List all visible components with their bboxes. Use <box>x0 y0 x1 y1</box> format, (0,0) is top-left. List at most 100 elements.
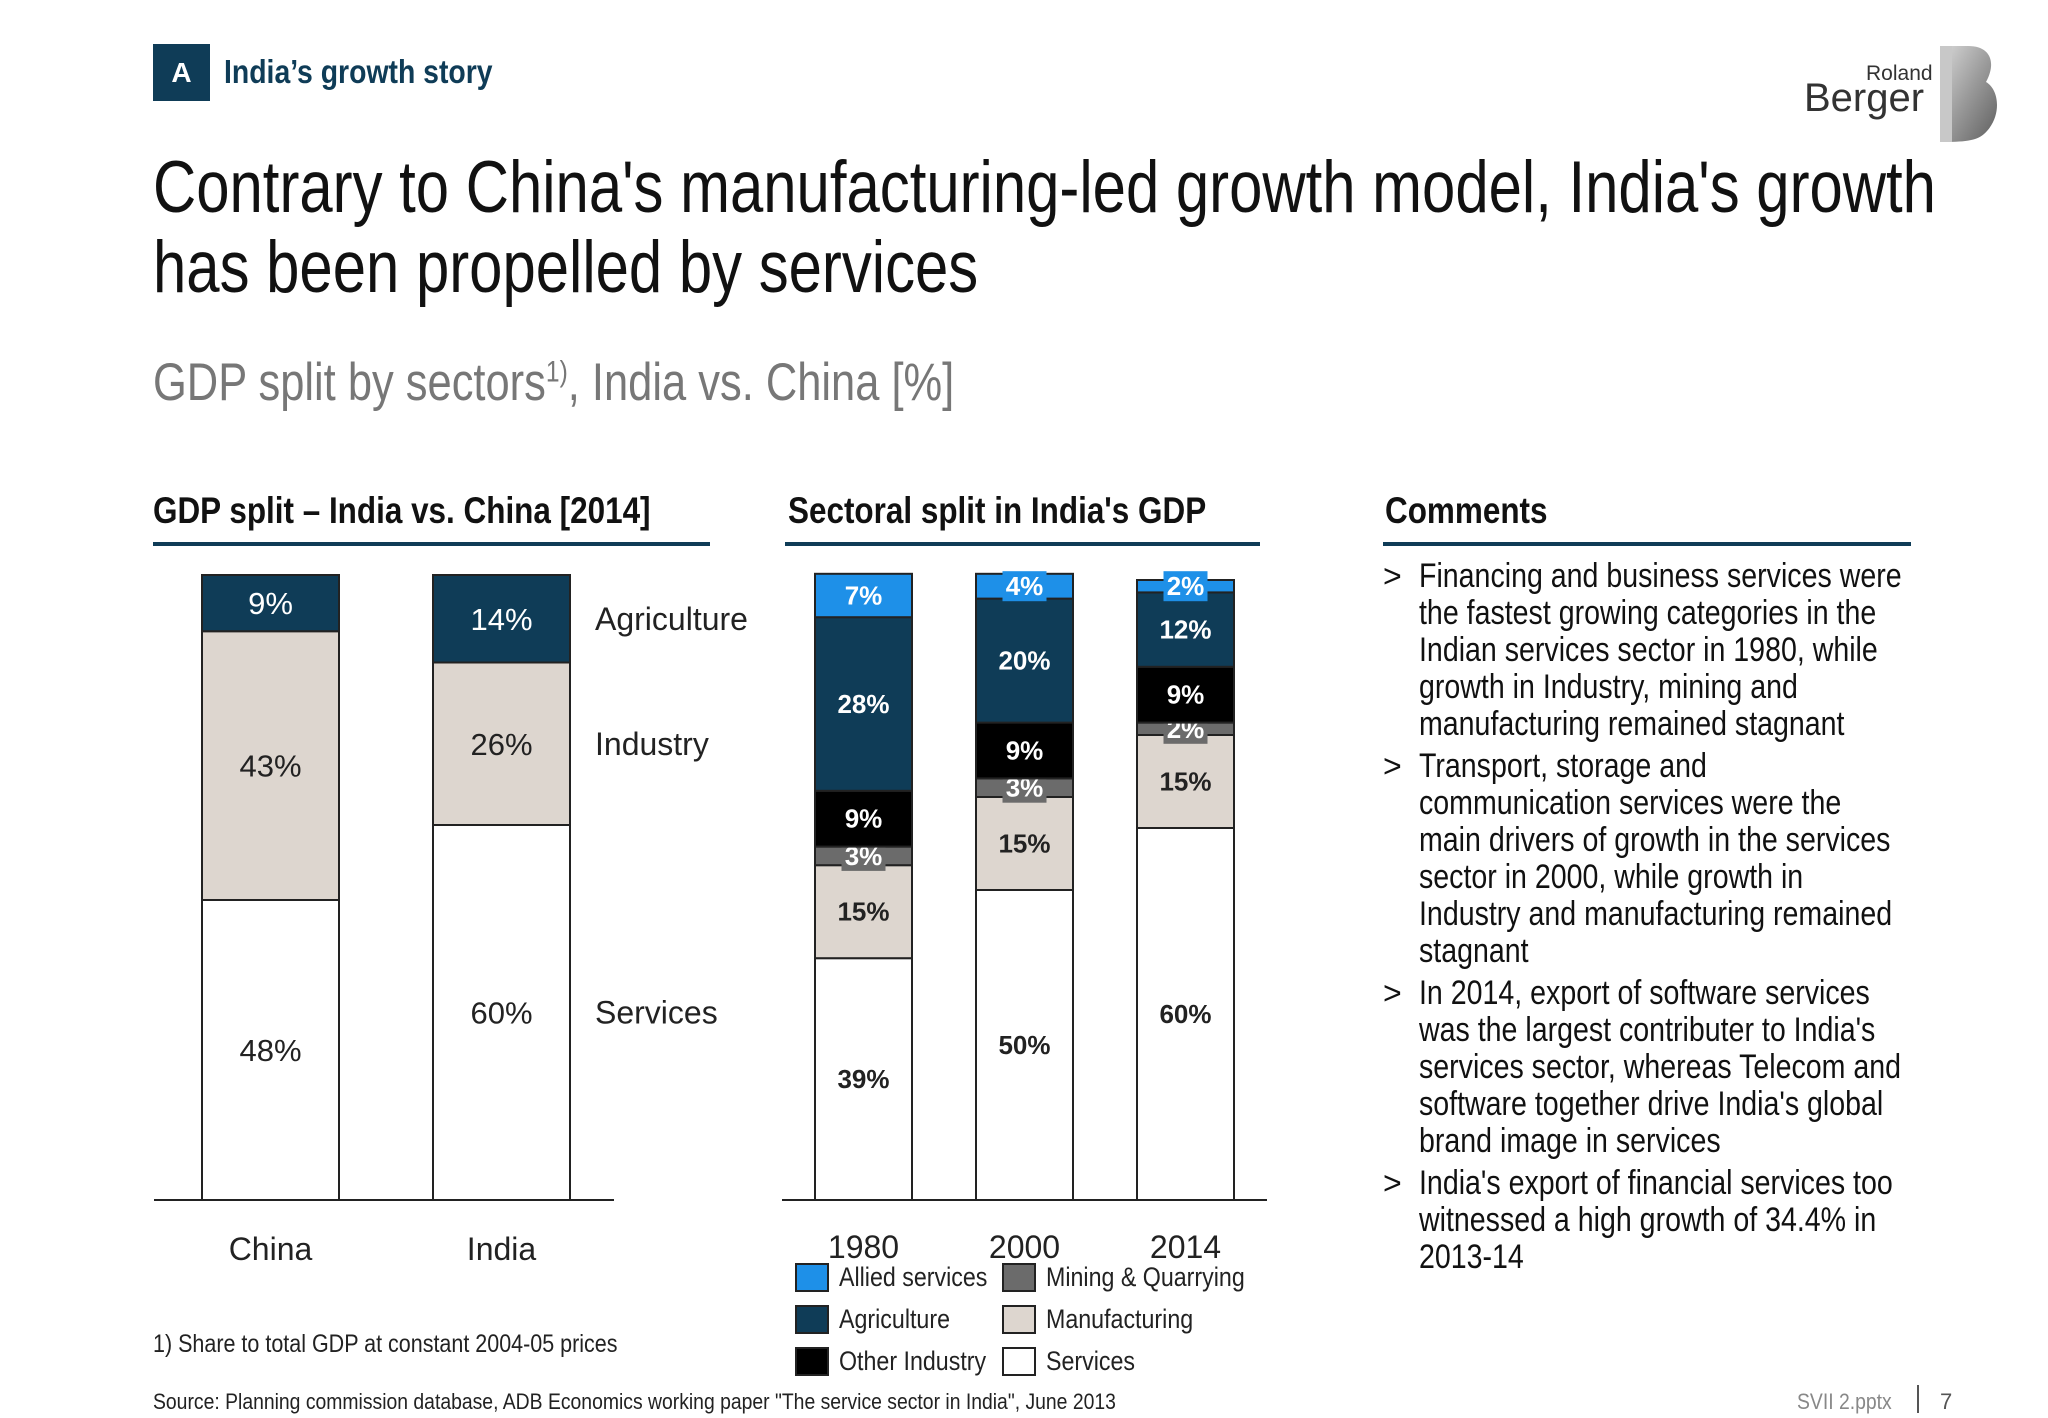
bar-manufacturing-2000 <box>975 796 1074 891</box>
comment-text: In 2014, export of software services was… <box>1419 974 1902 1160</box>
footer-separator <box>1917 1385 1919 1413</box>
data-label-agriculture-china: 9% <box>248 586 293 621</box>
legend-swatch-other-industry <box>795 1347 829 1376</box>
bullet-arrow-icon: > <box>1383 975 1402 1011</box>
data-label-agriculture-2000: 20% <box>998 646 1050 676</box>
legend-label-agriculture: Agriculture <box>839 1304 950 1334</box>
data-label-agriculture-1980: 28% <box>837 689 889 719</box>
legend-item-other-industry: Other Industry <box>795 1346 1010 1377</box>
bullet-arrow-icon: > <box>1383 558 1402 594</box>
logo-text-roland: Roland <box>1866 62 1933 85</box>
panel-rule-right <box>1383 542 1911 546</box>
data-label-manufacturing-1980: 15% <box>837 897 889 927</box>
data-label-allied-services-2000: 4% <box>1006 571 1044 601</box>
panel-rule-middle <box>785 542 1260 546</box>
main-title-line-1: Contrary to China's manufacturing-led gr… <box>153 147 1936 228</box>
panel-rule-left <box>153 542 710 546</box>
legend-label-mining-quarrying: Mining & Quarrying <box>1046 1262 1245 1292</box>
data-label-other-industry-2014: 9% <box>1167 680 1205 710</box>
comment-item: > India's export of financial services t… <box>1383 1165 1923 1276</box>
data-label-industry-china: 43% <box>239 749 301 784</box>
legend-swatch-mining-quarrying <box>1002 1263 1036 1292</box>
data-label-services-2014: 60% <box>1159 999 1211 1029</box>
legend-item-manufacturing: Manufacturing <box>1002 1304 1217 1335</box>
page-number: 7 <box>1940 1389 1953 1414</box>
bullet-arrow-icon: > <box>1383 748 1402 784</box>
bar-services-india <box>432 824 571 1201</box>
comment-text: India's export of financial services too… <box>1419 1164 1893 1276</box>
category-label-india: India <box>467 1231 537 1267</box>
legend-label-services: Services <box>1046 1346 1136 1376</box>
bar-services-2000 <box>975 889 1074 1201</box>
legend-item-mining-quarrying: Mining & Quarrying <box>1002 1262 1277 1293</box>
comment-item: > In 2014, export of software services w… <box>1383 975 1923 1160</box>
legend-swatch-services <box>1002 1347 1036 1376</box>
chart-subtitle: GDP split by sectors1), India vs. China … <box>153 352 954 413</box>
bar-other-industry-1980 <box>814 789 913 848</box>
series-label-industry: Industry <box>595 726 709 762</box>
data-label-services-1980: 39% <box>837 1064 889 1094</box>
category-label-1980: 1980 <box>828 1229 899 1265</box>
section-badge: A <box>153 44 210 101</box>
main-title: Contrary to China's manufacturing-led gr… <box>153 148 1936 308</box>
legend-label-other-industry: Other Industry <box>839 1346 987 1376</box>
legend-swatch-manufacturing <box>1002 1305 1036 1334</box>
category-label-2014: 2014 <box>1150 1229 1221 1265</box>
comment-text: Transport, storage and communication ser… <box>1419 747 1893 970</box>
data-label-manufacturing-2014: 15% <box>1159 767 1211 797</box>
category-label-china: China <box>229 1231 313 1267</box>
data-label-agriculture-2014: 12% <box>1159 615 1211 645</box>
data-label-box-allied-services-2014 <box>1163 571 1208 602</box>
bar-allied-services-1980 <box>814 572 913 619</box>
bar-other-industry-2014 <box>1136 665 1235 724</box>
legend-item-agriculture: Agriculture <box>795 1304 968 1335</box>
panel-title-middle: Sectoral split in India's GDP <box>788 490 1207 531</box>
data-label-manufacturing-2000: 15% <box>998 829 1050 859</box>
bar-agriculture-2000 <box>975 597 1074 724</box>
data-label-allied-services-1980: 7% <box>845 581 883 611</box>
bar-manufacturing-1980 <box>814 864 913 960</box>
data-label-services-2000: 50% <box>998 1030 1050 1060</box>
bar-services-2014 <box>1136 827 1235 1201</box>
main-title-line-2: has been propelled by services <box>153 227 979 308</box>
subtitle-text: GDP split by sectors <box>153 353 546 412</box>
data-label-services-india: 60% <box>470 996 532 1031</box>
bar-industry-china <box>201 630 340 901</box>
bar-services-china <box>201 899 340 1201</box>
data-label-industry-india: 26% <box>470 727 532 762</box>
bullet-arrow-icon: > <box>1383 1165 1402 1201</box>
data-label-allied-services-2014: 2% <box>1167 571 1205 601</box>
chart-gdp-split-india-china: 48% 43% 9% China 60% 26% 14% India Services Indus… <box>154 574 748 1267</box>
bar-other-industry-2000 <box>975 721 1074 780</box>
footnote: 1) Share to total GDP at constant 2004-0… <box>153 1330 618 1358</box>
legend-swatch-agriculture <box>795 1305 829 1334</box>
footer-file-name: SVII 2.pptx <box>1797 1389 1892 1414</box>
data-label-agriculture-india: 14% <box>470 602 532 637</box>
legend-label-manufacturing: Manufacturing <box>1046 1304 1194 1334</box>
series-label-agriculture: Agriculture <box>595 601 748 637</box>
roland-berger-logo-icon <box>1940 46 1997 142</box>
data-label-other-industry-2000: 9% <box>1006 736 1044 766</box>
legend-swatch-allied-services <box>795 1263 829 1292</box>
comments-list: > Financing and business services were t… <box>1383 558 1923 1281</box>
section-title: India’s growth story <box>224 53 493 90</box>
panel-title-right: Comments <box>1385 490 1548 531</box>
comment-item: > Financing and business services were t… <box>1383 558 1923 743</box>
comment-text: Financing and business services were the… <box>1419 557 1902 743</box>
logo-text-berger: Berger <box>1804 76 1925 120</box>
data-label-services-china: 48% <box>239 1033 301 1068</box>
comment-item: > Transport, storage and communication s… <box>1383 748 1923 970</box>
panel-title-left: GDP split – India vs. China [2014] <box>153 490 651 531</box>
data-label-box-allied-services-2000 <box>1002 571 1047 602</box>
legend-label-allied-services: Allied services <box>839 1262 988 1292</box>
legend-item-allied-services: Allied services <box>795 1262 1012 1293</box>
subtitle-suffix: , India vs. China [%] <box>567 353 955 412</box>
legend-item-services: Services <box>1002 1346 1150 1377</box>
series-label-services: Services <box>595 995 718 1031</box>
bar-agriculture-2014 <box>1136 591 1235 668</box>
subtitle-footnote-ref: 1) <box>545 355 568 389</box>
source-note: Source: Planning commission database, AD… <box>153 1389 1116 1414</box>
chart-sectoral-split-india: 39%15%3%9%28%7%198050%15%3%9%20%4%200060… <box>782 571 1267 1265</box>
bar-agriculture-china <box>201 574 340 633</box>
data-label-other-industry-1980: 9% <box>845 804 883 834</box>
